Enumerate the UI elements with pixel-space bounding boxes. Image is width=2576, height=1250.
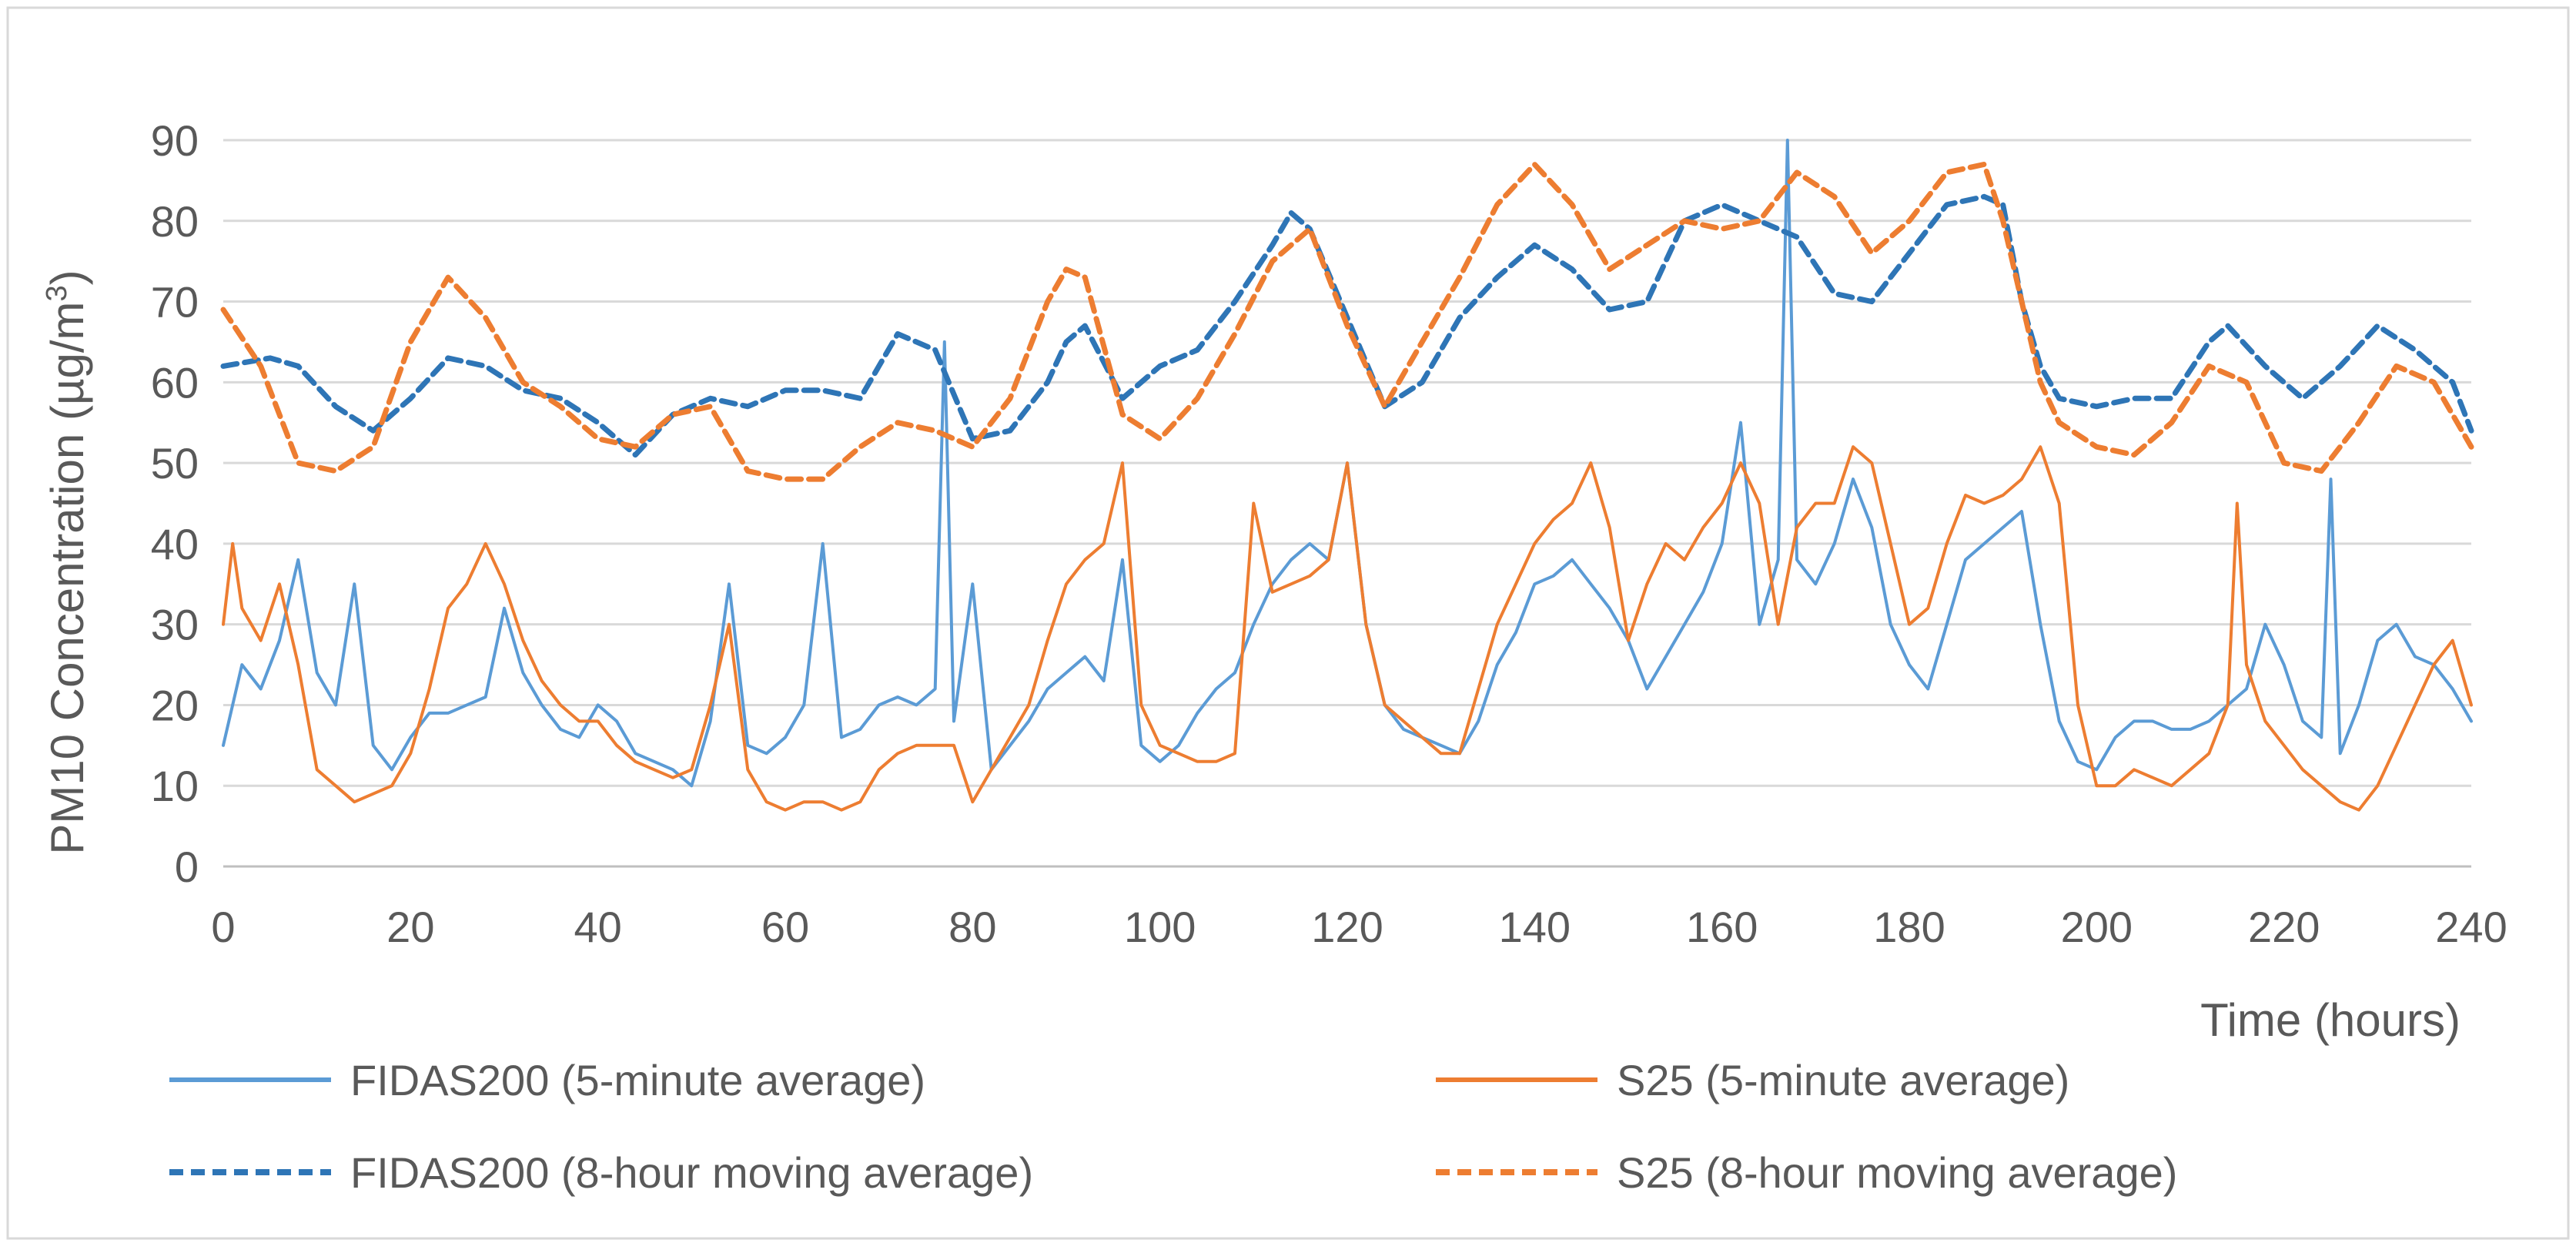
- x-tick-label: 140: [1499, 903, 1571, 951]
- x-tick-label: 200: [2061, 903, 2133, 951]
- y-axis-label: PM10 Concentration (µg/m3): [41, 270, 93, 854]
- x-tick-label: 80: [948, 903, 996, 951]
- legend-item-s25-8h: S25 (8-hour moving average): [1436, 1148, 2177, 1197]
- series-line-s25-8h: [220, 161, 2474, 482]
- y-axis-label-main: PM10 Concentration (µg/m: [42, 301, 93, 854]
- legend-label-s25-8h: S25 (8-hour moving average): [1617, 1148, 2177, 1197]
- y-tick-label: 30: [151, 601, 199, 649]
- y-axis-label-superscript: 3: [41, 285, 73, 301]
- x-tick-label: 20: [386, 903, 434, 951]
- x-tick-labels: 0 20 40 60 80 100 120 140 160 180 200 220 240: [211, 903, 2507, 951]
- y-tick-label: 20: [151, 681, 199, 729]
- y-tick-label: 0: [175, 843, 199, 891]
- series-line-s25-5min: [222, 445, 2473, 812]
- x-tick-label: 0: [211, 903, 235, 951]
- x-tick-label: 160: [1686, 903, 1758, 951]
- y-tick-label: 70: [151, 278, 199, 327]
- y-tick-label: 50: [151, 439, 199, 488]
- y-tick-label: 60: [151, 358, 199, 407]
- x-tick-label: 220: [2248, 903, 2320, 951]
- x-tick-label: 240: [2435, 903, 2507, 951]
- y-tick-labels: 0 10 20 30 40 50 60 70 80 90: [151, 116, 199, 891]
- chart-background: [6, 6, 2570, 1240]
- x-axis-label: Time (hours): [2200, 994, 2461, 1046]
- y-tick-label: 10: [151, 762, 199, 810]
- y-tick-label: 80: [151, 197, 199, 246]
- x-tick-label: 180: [1873, 903, 1945, 951]
- legend-label-fidas-5min: FIDAS200 (5-minute average): [350, 1056, 925, 1104]
- y-axis-label-end: ): [42, 270, 93, 285]
- legend: FIDAS200 (5-minute average) S25 (5-minut…: [169, 1056, 2177, 1197]
- y-tick-label: 90: [151, 116, 199, 165]
- y-tick-label: 40: [151, 520, 199, 568]
- legend-item-fidas-8h: FIDAS200 (8-hour moving average): [169, 1148, 1033, 1197]
- x-tick-label: 100: [1124, 903, 1196, 951]
- legend-label-s25-5min: S25 (5-minute average): [1617, 1056, 2069, 1104]
- series-line-fidas-8h: [220, 193, 2474, 458]
- x-tick-label: 120: [1311, 903, 1383, 951]
- legend-item-s25-5min: S25 (5-minute average): [1436, 1056, 2069, 1104]
- legend-label-fidas-8h: FIDAS200 (8-hour moving average): [350, 1148, 1033, 1197]
- series-layer: [220, 139, 2474, 812]
- x-tick-label: 60: [761, 903, 809, 951]
- legend-item-fidas-5min: FIDAS200 (5-minute average): [169, 1056, 925, 1104]
- x-tick-label: 40: [574, 903, 622, 951]
